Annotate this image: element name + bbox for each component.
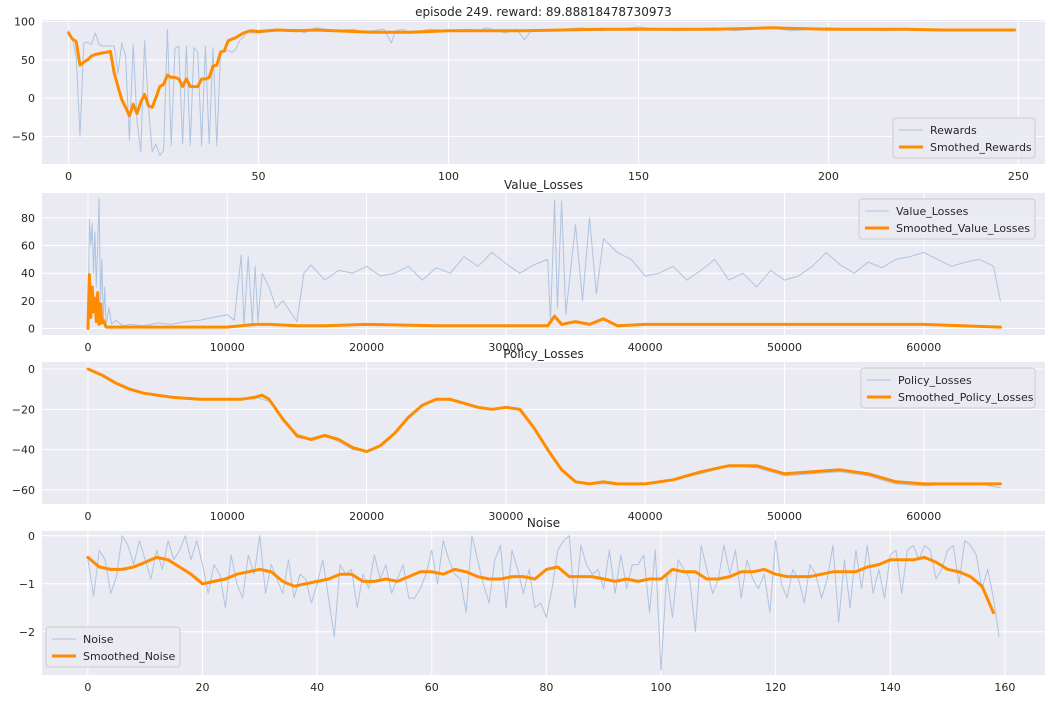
subplot-3: 0 10000 20000 30000 40000 50000 60000 −60 −40 −20… bbox=[12, 347, 1045, 523]
legend-label: Value_Losses bbox=[896, 205, 969, 218]
y-tick-label: 100 bbox=[14, 16, 35, 29]
y-tick-label: −40 bbox=[12, 444, 35, 457]
x-tick-label: 60 bbox=[425, 681, 439, 694]
x-tick-label: 10000 bbox=[210, 510, 245, 523]
x-tick-label: 20000 bbox=[349, 510, 384, 523]
legend-label: Smothed_Rewards bbox=[930, 141, 1032, 154]
legend: Rewards Smothed_Rewards bbox=[892, 117, 1036, 159]
x-tick-label: 120 bbox=[765, 681, 786, 694]
y-tick-label: −50 bbox=[12, 130, 35, 143]
y-tick-label: 40 bbox=[21, 267, 35, 280]
legend-label: Smoothed_Noise bbox=[83, 650, 175, 663]
legend-box bbox=[860, 367, 1036, 409]
series-line-value-losses bbox=[87, 198, 1001, 329]
legend-label: Rewards bbox=[930, 124, 977, 137]
y-tick-label: 60 bbox=[21, 240, 35, 253]
y-tick-label: 50 bbox=[21, 54, 35, 67]
x-tick-label: 0 bbox=[65, 170, 72, 183]
x-tick-label: 50 bbox=[252, 170, 266, 183]
x-tick-label: 20 bbox=[195, 681, 209, 694]
legend-box bbox=[892, 117, 1036, 159]
x-tick-label: 160 bbox=[994, 681, 1015, 694]
x-tick-label: 200 bbox=[818, 170, 839, 183]
y-tick-label: 0 bbox=[28, 363, 35, 376]
series-lines bbox=[67, 26, 1017, 157]
x-tick-label: 20000 bbox=[349, 341, 384, 354]
x-tick-label: 80 bbox=[539, 681, 553, 694]
series-lines bbox=[86, 535, 1000, 671]
legend-label: Policy_Losses bbox=[898, 374, 972, 387]
legend-box bbox=[45, 626, 181, 668]
subplot-2: 0 10000 20000 30000 40000 50000 60000 0 20 40 60 80… bbox=[21, 178, 1045, 354]
chart-title: Noise bbox=[527, 516, 560, 530]
x-tick-label: 30000 bbox=[488, 341, 523, 354]
x-tick-label: 0 bbox=[84, 341, 91, 354]
series-line-smothed-rewards bbox=[67, 26, 1017, 118]
legend: Policy_Losses Smoothed_Policy_Losses bbox=[860, 367, 1036, 409]
series-line-smoothed-noise bbox=[86, 555, 995, 615]
x-tick-label: 60000 bbox=[906, 510, 941, 523]
x-tick-label: 60000 bbox=[906, 341, 941, 354]
x-tick-label: 140 bbox=[880, 681, 901, 694]
y-tick-label: 0 bbox=[28, 92, 35, 105]
legend-box bbox=[858, 198, 1036, 240]
x-tick-label: 40000 bbox=[628, 510, 663, 523]
legend: Value_Losses Smoothed_Value_Losses bbox=[858, 198, 1036, 240]
legend-label: Noise bbox=[83, 633, 114, 646]
x-tick-label: 0 bbox=[84, 510, 91, 523]
x-tick-label: 150 bbox=[628, 170, 649, 183]
x-tick-label: 100 bbox=[438, 170, 459, 183]
subplot-1: 0 50 100 150 200 250 −50 0 50 100 episode 249. rew… bbox=[12, 5, 1045, 183]
legend-label: Smoothed_Value_Losses bbox=[896, 222, 1030, 235]
series-lines bbox=[86, 367, 1002, 489]
chart-title: Value_Losses bbox=[504, 178, 583, 192]
x-tick-label: 100 bbox=[650, 681, 671, 694]
x-tick-label: 250 bbox=[1008, 170, 1029, 183]
y-tick-label: −60 bbox=[12, 484, 35, 497]
y-tick-label: 0 bbox=[28, 323, 35, 336]
y-tick-label: −2 bbox=[19, 626, 35, 639]
chart-title: Policy_Losses bbox=[503, 347, 583, 361]
y-tick-label: −20 bbox=[12, 403, 35, 416]
x-tick-label: 30000 bbox=[488, 510, 523, 523]
legend-label: Smoothed_Policy_Losses bbox=[898, 391, 1034, 404]
x-tick-label: 40000 bbox=[628, 341, 663, 354]
x-tick-label: 10000 bbox=[210, 341, 245, 354]
x-tick-label: 50000 bbox=[767, 341, 802, 354]
y-tick-label: 0 bbox=[28, 530, 35, 543]
series-line-noise bbox=[87, 535, 1000, 671]
series-lines bbox=[86, 198, 1002, 330]
y-tick-label: −1 bbox=[19, 578, 35, 591]
y-tick-label: 80 bbox=[21, 212, 35, 225]
series-line-smoothed-policy-losses bbox=[86, 367, 1002, 486]
subplot-4: 0 20 40 60 80 100 120 140 160 −2 −1 0 Noise Noise Smoo… bbox=[19, 516, 1045, 694]
legend: Noise Smoothed_Noise bbox=[45, 626, 181, 668]
x-tick-label: 0 bbox=[84, 681, 91, 694]
y-tick-label: 20 bbox=[21, 295, 35, 308]
x-tick-label: 40 bbox=[310, 681, 324, 694]
series-line-smoothed-value-losses bbox=[86, 273, 1002, 330]
x-tick-label: 50000 bbox=[767, 510, 802, 523]
chart-title: episode 249. reward: 89.88818478730973 bbox=[415, 5, 672, 19]
plot-area bbox=[42, 531, 1045, 675]
